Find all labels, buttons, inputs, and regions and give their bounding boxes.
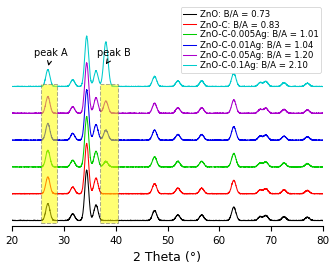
ZnO-C-0.1Ag: B/A = 2.10: (80, 2.4): B/A = 2.10: (80, 2.4) bbox=[321, 85, 325, 88]
ZnO: B/A = 0.73: (63.6, 0.0358): B/A = 0.73: (63.6, 0.0358) bbox=[236, 217, 240, 220]
ZnO-C-0.1Ag: B/A = 2.10: (20, 2.4): B/A = 2.10: (20, 2.4) bbox=[10, 85, 14, 88]
ZnO-C-0.005Ag: B/A = 1.01: (45.7, 0.961): B/A = 1.01: (45.7, 0.961) bbox=[143, 165, 147, 168]
ZnO-C-0.005Ag: B/A = 1.01: (63.6, 0.998): B/A = 1.01: (63.6, 0.998) bbox=[236, 163, 240, 166]
ZnO-C: B/A = 0.83: (20.1, 0.48): B/A = 0.83: (20.1, 0.48) bbox=[10, 192, 14, 195]
ZnO-C-0.1Ag: B/A = 2.10: (63.6, 2.44): B/A = 2.10: (63.6, 2.44) bbox=[236, 83, 240, 86]
ZnO-C: B/A = 0.83: (75.2, 0.48): B/A = 0.83: (75.2, 0.48) bbox=[296, 192, 300, 195]
Legend: ZnO: B/A = 0.73, ZnO-C: B/A = 0.83, ZnO-C-0.005Ag: B/A = 1.01, ZnO-C-0.01Ag: B/A: ZnO: B/A = 0.73, ZnO-C: B/A = 0.83, ZnO-… bbox=[181, 7, 321, 73]
ZnO-C-0.01Ag: B/A = 1.04: (48.5, 1.44): B/A = 1.04: (48.5, 1.44) bbox=[158, 139, 162, 142]
ZnO: B/A = 0.73: (48.5, 0.00811): B/A = 0.73: (48.5, 0.00811) bbox=[158, 218, 162, 222]
ZnO-C-0.005Ag: B/A = 1.01: (45.2, 0.961): B/A = 1.01: (45.2, 0.961) bbox=[141, 165, 145, 168]
ZnO-C-0.01Ag: B/A = 1.04: (63.6, 1.48): B/A = 1.04: (63.6, 1.48) bbox=[236, 136, 240, 140]
ZnO-C: B/A = 0.83: (63.6, 0.514): B/A = 0.83: (63.6, 0.514) bbox=[236, 190, 240, 194]
Bar bbox=[41, 84, 57, 223]
ZnO-C-0.01Ag: B/A = 1.04: (45.7, 1.44): B/A = 1.04: (45.7, 1.44) bbox=[143, 139, 147, 142]
ZnO-C-0.1Ag: B/A = 2.10: (75.2, 2.4): B/A = 2.10: (75.2, 2.4) bbox=[296, 85, 300, 88]
Line: ZnO-C-0.1Ag: B/A = 2.10: ZnO-C-0.1Ag: B/A = 2.10 bbox=[12, 36, 323, 87]
ZnO-C-0.1Ag: B/A = 2.10: (78.2, 2.4): B/A = 2.10: (78.2, 2.4) bbox=[312, 85, 316, 88]
Line: ZnO: B/A = 0.73: ZnO: B/A = 0.73 bbox=[12, 170, 323, 221]
ZnO-C: B/A = 0.83: (45.7, 0.48): B/A = 0.83: (45.7, 0.48) bbox=[143, 192, 147, 195]
ZnO-C-0.01Ag: B/A = 1.04: (20, 1.44): B/A = 1.04: (20, 1.44) bbox=[10, 139, 14, 142]
Line: ZnO-C-0.05Ag: B/A = 1.20: ZnO-C-0.05Ag: B/A = 1.20 bbox=[12, 63, 323, 113]
ZnO-C-0.1Ag: B/A = 2.10: (45.2, 2.4): B/A = 2.10: (45.2, 2.4) bbox=[141, 85, 145, 88]
ZnO-C-0.005Ag: B/A = 1.01: (78.2, 0.96): B/A = 1.01: (78.2, 0.96) bbox=[312, 165, 316, 168]
ZnO-C-0.01Ag: B/A = 1.04: (45.2, 1.44): B/A = 1.04: (45.2, 1.44) bbox=[141, 139, 145, 142]
ZnO: B/A = 0.73: (80, 0): B/A = 0.73: (80, 0) bbox=[321, 219, 325, 222]
ZnO-C-0.005Ag: B/A = 1.01: (20, 0.963): B/A = 1.01: (20, 0.963) bbox=[10, 165, 14, 168]
ZnO: B/A = 0.73: (45.7, 0): B/A = 0.73: (45.7, 0) bbox=[143, 219, 147, 222]
X-axis label: 2 Theta (°): 2 Theta (°) bbox=[134, 251, 201, 264]
ZnO-C: B/A = 0.83: (20, 0.482): B/A = 0.83: (20, 0.482) bbox=[10, 192, 14, 195]
ZnO: B/A = 0.73: (34.4, 0.905): B/A = 0.73: (34.4, 0.905) bbox=[84, 168, 88, 172]
ZnO-C: B/A = 0.83: (80, 0.48): B/A = 0.83: (80, 0.48) bbox=[321, 192, 325, 195]
Line: ZnO-C-0.005Ag: B/A = 1.01: ZnO-C-0.005Ag: B/A = 1.01 bbox=[12, 116, 323, 167]
ZnO: B/A = 0.73: (45.2, 0.000259): B/A = 0.73: (45.2, 0.000259) bbox=[141, 219, 145, 222]
Line: ZnO-C-0.01Ag: B/A = 1.04: ZnO-C-0.01Ag: B/A = 1.04 bbox=[12, 90, 323, 140]
ZnO: B/A = 0.73: (78.2, 0.00523): B/A = 0.73: (78.2, 0.00523) bbox=[312, 219, 316, 222]
ZnO-C-0.01Ag: B/A = 1.04: (80, 1.44): B/A = 1.04: (80, 1.44) bbox=[321, 139, 325, 142]
ZnO-C-0.01Ag: B/A = 1.04: (78.2, 1.44): B/A = 1.04: (78.2, 1.44) bbox=[312, 139, 316, 142]
ZnO-C-0.1Ag: B/A = 2.10: (20, 2.4): B/A = 2.10: (20, 2.4) bbox=[10, 85, 14, 88]
Text: peak B: peak B bbox=[97, 48, 131, 63]
ZnO-C-0.005Ag: B/A = 1.01: (34.4, 1.87): B/A = 1.01: (34.4, 1.87) bbox=[85, 115, 89, 118]
ZnO-C-0.005Ag: B/A = 1.01: (48.5, 0.963): B/A = 1.01: (48.5, 0.963) bbox=[158, 165, 162, 168]
ZnO-C-0.005Ag: B/A = 1.01: (75.2, 0.96): B/A = 1.01: (75.2, 0.96) bbox=[296, 165, 300, 168]
ZnO-C-0.01Ag: B/A = 1.04: (20, 1.44): B/A = 1.04: (20, 1.44) bbox=[10, 139, 14, 142]
ZnO-C-0.1Ag: B/A = 2.10: (48.5, 2.41): B/A = 2.10: (48.5, 2.41) bbox=[158, 85, 162, 88]
ZnO-C-0.05Ag: B/A = 1.20: (78.2, 1.92): B/A = 1.20: (78.2, 1.92) bbox=[312, 112, 316, 115]
ZnO-C-0.01Ag: B/A = 1.04: (34.4, 2.34): B/A = 1.04: (34.4, 2.34) bbox=[84, 88, 88, 92]
ZnO-C-0.05Ag: B/A = 1.20: (34.4, 2.83): B/A = 1.20: (34.4, 2.83) bbox=[84, 61, 88, 65]
Bar bbox=[100, 84, 118, 223]
ZnO-C-0.01Ag: B/A = 1.04: (75.2, 1.44): B/A = 1.04: (75.2, 1.44) bbox=[296, 139, 300, 142]
Text: peak A: peak A bbox=[35, 48, 68, 65]
Line: ZnO-C: B/A = 0.83: ZnO-C: B/A = 0.83 bbox=[12, 143, 323, 194]
ZnO-C-0.05Ag: B/A = 1.20: (80, 1.92): B/A = 1.20: (80, 1.92) bbox=[321, 112, 325, 115]
ZnO-C-0.05Ag: B/A = 1.20: (45.2, 1.92): B/A = 1.20: (45.2, 1.92) bbox=[141, 112, 145, 115]
ZnO-C-0.005Ag: B/A = 1.01: (20.1, 0.96): B/A = 1.01: (20.1, 0.96) bbox=[10, 165, 14, 168]
ZnO-C: B/A = 0.83: (78.2, 0.482): B/A = 0.83: (78.2, 0.482) bbox=[312, 192, 316, 195]
ZnO-C-0.05Ag: B/A = 1.20: (48.5, 1.93): B/A = 1.20: (48.5, 1.93) bbox=[158, 111, 162, 114]
ZnO-C-0.1Ag: B/A = 2.10: (34.4, 3.3): B/A = 2.10: (34.4, 3.3) bbox=[85, 35, 89, 38]
ZnO-C: B/A = 0.83: (34.4, 1.38): B/A = 0.83: (34.4, 1.38) bbox=[85, 142, 89, 145]
ZnO-C-0.005Ag: B/A = 1.01: (80, 0.961): B/A = 1.01: (80, 0.961) bbox=[321, 165, 325, 168]
ZnO: B/A = 0.73: (20.1, 0): B/A = 0.73: (20.1, 0) bbox=[10, 219, 14, 222]
ZnO: B/A = 0.73: (75.2, 0): B/A = 0.73: (75.2, 0) bbox=[296, 219, 300, 222]
ZnO-C: B/A = 0.83: (48.5, 0.489): B/A = 0.83: (48.5, 0.489) bbox=[158, 192, 162, 195]
ZnO-C-0.05Ag: B/A = 1.20: (45.7, 1.92): B/A = 1.20: (45.7, 1.92) bbox=[143, 112, 147, 115]
ZnO-C-0.05Ag: B/A = 1.20: (20, 1.92): B/A = 1.20: (20, 1.92) bbox=[10, 112, 14, 115]
ZnO-C-0.05Ag: B/A = 1.20: (75.2, 1.92): B/A = 1.20: (75.2, 1.92) bbox=[296, 112, 300, 115]
ZnO: B/A = 0.73: (20, 0.00529): B/A = 0.73: (20, 0.00529) bbox=[10, 219, 14, 222]
ZnO-C-0.1Ag: B/A = 2.10: (45.7, 2.4): B/A = 2.10: (45.7, 2.4) bbox=[143, 85, 147, 88]
ZnO-C: B/A = 0.83: (45.2, 0.481): B/A = 0.83: (45.2, 0.481) bbox=[141, 192, 145, 195]
ZnO-C-0.05Ag: B/A = 1.20: (63.6, 1.96): B/A = 1.20: (63.6, 1.96) bbox=[236, 110, 240, 113]
